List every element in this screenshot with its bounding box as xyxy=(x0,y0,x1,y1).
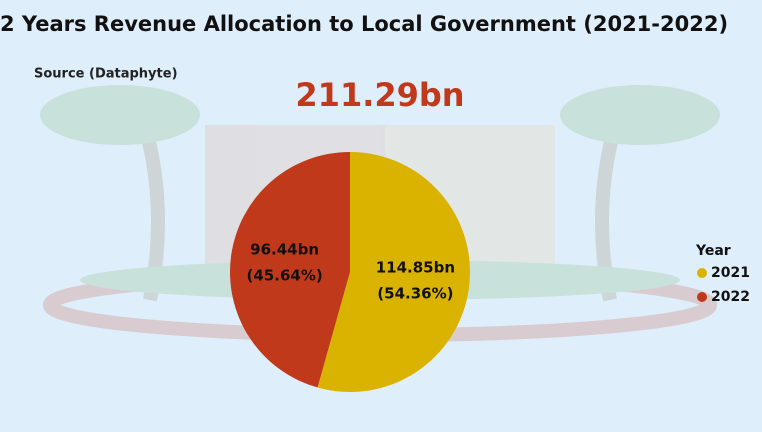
chart-subtitle: Source (Dataphyte) xyxy=(34,67,178,82)
percent-label: (54.36%) xyxy=(377,285,453,303)
value-label: 114.85bn xyxy=(376,259,455,277)
legend-title: Year xyxy=(695,243,731,259)
pie-slice xyxy=(230,152,350,388)
chart-title: 2 Years Revenue Allocation to Local Gove… xyxy=(0,12,728,36)
legend-label: 2022 xyxy=(711,289,750,305)
legend-marker xyxy=(697,268,707,278)
value-label: 96.44bn xyxy=(250,240,319,258)
legend-label: 2021 xyxy=(711,265,750,281)
total-annotation: 211.29bn xyxy=(295,76,464,114)
pie-slice xyxy=(317,152,471,392)
percent-label: (45.64%) xyxy=(247,266,323,284)
legend-marker xyxy=(697,292,707,302)
